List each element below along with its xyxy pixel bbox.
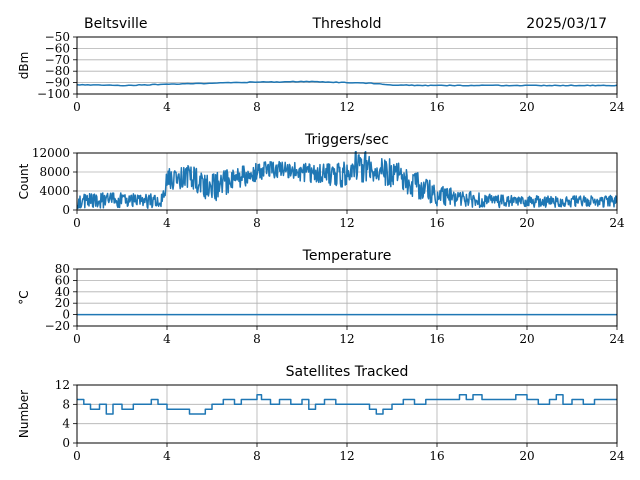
x-tick-label: 16 xyxy=(429,100,444,114)
y-tick-label: 80 xyxy=(55,262,70,276)
panel-title: Triggers/sec xyxy=(304,132,389,148)
series-line xyxy=(77,393,617,415)
station-label: Beltsville xyxy=(84,16,147,32)
y-tick-label: 0 xyxy=(62,308,70,322)
x-tick-label: 24 xyxy=(609,216,625,230)
y-tick-label: −70 xyxy=(45,53,70,67)
x-tick-label: 12 xyxy=(339,216,354,230)
y-tick-label: −80 xyxy=(45,64,70,78)
x-tick-label: 12 xyxy=(339,449,354,463)
y-tick-label: −100 xyxy=(37,87,70,101)
y-tick-label: 8000 xyxy=(39,165,70,179)
y-tick-label: 0 xyxy=(62,203,70,217)
x-tick-label: 20 xyxy=(519,216,534,230)
y-tick-label: 20 xyxy=(55,296,70,310)
y-axis-label: °C xyxy=(17,290,31,304)
x-tick-label: 4 xyxy=(163,332,171,346)
y-tick-label: 12 xyxy=(55,378,70,392)
x-tick-label: 8 xyxy=(253,216,261,230)
y-axis-label: Number xyxy=(17,390,31,438)
y-tick-label: −50 xyxy=(45,30,70,44)
panel-title: Temperature xyxy=(302,248,392,264)
panel-title: Threshold xyxy=(312,16,382,32)
y-tick-label: −90 xyxy=(45,76,70,90)
y-axis-label: dBm xyxy=(17,52,31,80)
y-tick-label: −60 xyxy=(45,41,70,55)
panel-2: 0 4 8 12 16 20 24 0 4000 8000 12000 Triggers/sec Cou… xyxy=(17,132,625,230)
x-tick-label: 8 xyxy=(253,100,261,114)
y-tick-label: 8 xyxy=(62,397,70,411)
x-tick-label: 24 xyxy=(609,332,625,346)
x-tick-label: 20 xyxy=(519,332,534,346)
y-tick-label: 4 xyxy=(62,417,70,431)
x-tick-label: 12 xyxy=(339,100,354,114)
x-tick-label: 0 xyxy=(73,100,81,114)
x-tick-label: 8 xyxy=(253,332,261,346)
chart-panels: 0 4 8 12 16 20 24 −100−90−80−70−60−50 Threshold d… xyxy=(17,16,625,463)
x-tick-label: 4 xyxy=(163,100,171,114)
x-tick-label: 0 xyxy=(73,332,81,346)
x-tick-label: 24 xyxy=(609,449,625,463)
y-tick-label: 60 xyxy=(55,273,70,287)
x-tick-label: 8 xyxy=(253,449,261,463)
panel-4: 0 4 8 12 16 20 24 0 4 8 12 Satellites Tracked Number xyxy=(17,364,625,463)
x-tick-label: 0 xyxy=(73,216,81,230)
series-line xyxy=(77,151,617,209)
x-tick-label: 4 xyxy=(163,449,171,463)
y-tick-label: 0 xyxy=(62,436,70,450)
panel-1: 0 4 8 12 16 20 24 −100−90−80−70−60−50 Threshold d… xyxy=(17,16,625,114)
x-tick-label: 20 xyxy=(519,449,534,463)
x-tick-label: 0 xyxy=(73,449,81,463)
x-tick-label: 4 xyxy=(163,216,171,230)
panel-title: Satellites Tracked xyxy=(286,364,409,380)
x-tick-label: 16 xyxy=(429,449,444,463)
y-tick-label: 12000 xyxy=(32,146,70,160)
x-tick-label: 12 xyxy=(339,332,354,346)
series-line xyxy=(77,80,617,87)
y-axis-label: Count xyxy=(17,163,31,199)
x-tick-label: 16 xyxy=(429,332,444,346)
x-tick-label: 16 xyxy=(429,216,444,230)
x-tick-label: 24 xyxy=(609,100,625,114)
y-tick-label: 40 xyxy=(55,285,70,299)
x-tick-label: 20 xyxy=(519,100,534,114)
date-label: 2025/03/17 xyxy=(526,16,607,32)
y-tick-label: −20 xyxy=(45,319,70,333)
y-tick-label: 4000 xyxy=(39,184,70,198)
